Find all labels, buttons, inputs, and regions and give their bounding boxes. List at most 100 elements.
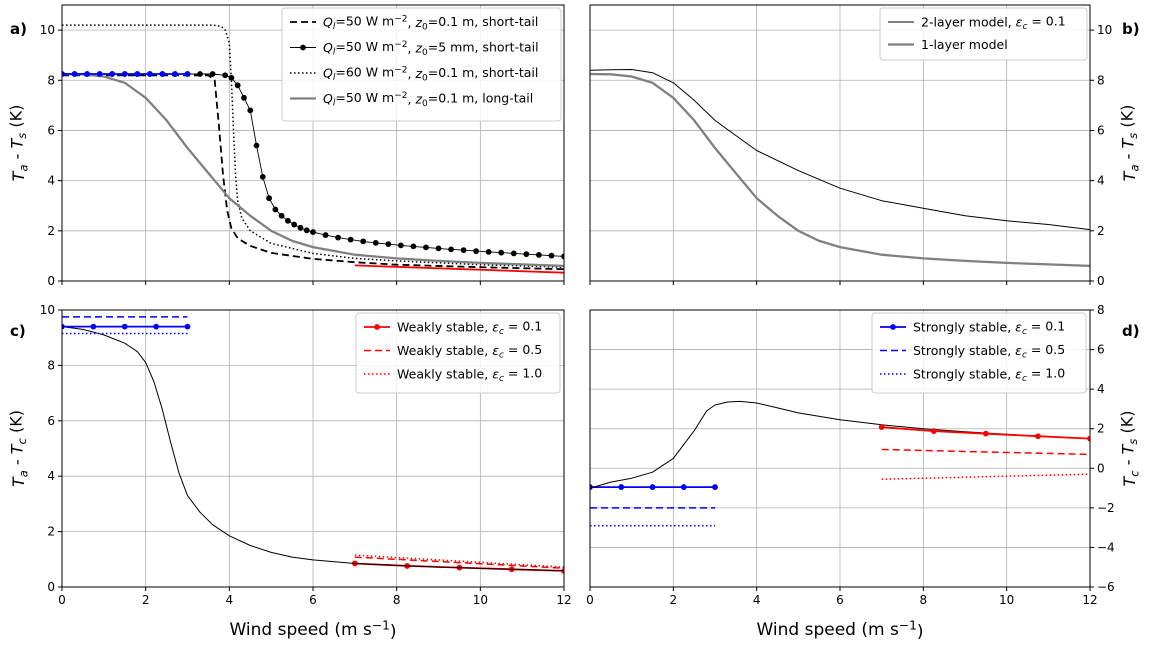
- y-tick-label: 6: [47, 414, 55, 428]
- data-point: [982, 430, 989, 437]
- data-point: [266, 195, 272, 202]
- series-line-6: [881, 473, 1090, 480]
- y-tick-label: 4: [47, 174, 55, 188]
- data-point: [259, 173, 266, 180]
- y-tick-label: 8: [1097, 303, 1105, 317]
- legend-marker: [374, 324, 380, 330]
- x-axis-label: Wind speed (m s−1​): [756, 618, 923, 642]
- legend: 2-layer model, εc​ = 0.1 1-layer model: [879, 7, 1088, 61]
- data-point: [930, 428, 937, 434]
- series-line-3: [62, 326, 564, 572]
- data-point: [548, 252, 555, 259]
- data-point: [712, 484, 718, 490]
- y-tick-label: 4: [1097, 382, 1105, 396]
- data-point: [285, 217, 291, 224]
- y-tick-label: 0: [47, 274, 55, 288]
- data-point: [523, 251, 530, 258]
- legend-marker: [300, 44, 306, 51]
- panel-b: 0 2 4 6 8 10 Ta​ - Ts​ (K) b) 2-layer model, εc​…: [589, 4, 1141, 288]
- x-tick-label: 8: [393, 593, 401, 607]
- data-point: [121, 71, 128, 77]
- legend-label: Ql​=60 W m−2​, z0​=0.1 m, short-tail: [323, 64, 538, 83]
- data-point: [618, 484, 625, 490]
- data-point: [485, 248, 492, 255]
- legend-box: [871, 312, 1087, 394]
- y-axis-label: Ta​ - Ts​ (K): [1117, 105, 1141, 182]
- y-tick-label: 10: [40, 23, 55, 37]
- y-axis-label: Ta​ - Tc​ (K): [6, 410, 30, 487]
- panel-label: a): [10, 20, 27, 38]
- data-point: [247, 107, 254, 114]
- data-point: [62, 71, 65, 77]
- series-line-5: [354, 264, 564, 274]
- legend: Strongly stable, εc​ = 0.1 Strongly stabl…: [871, 312, 1087, 394]
- series-group: [62, 316, 564, 574]
- data-point: [197, 71, 203, 77]
- series-line-1: [354, 556, 564, 569]
- y-tick-label: 10: [1097, 23, 1112, 37]
- data-point: [234, 82, 241, 89]
- y-axis-label: Ta​ - Ts​ (K): [6, 105, 30, 182]
- panel-a: 0 2 4 6 8 10 Ta​ - Ts​ (K) a) Ql​=50 W m−2​, z0​…: [6, 4, 565, 288]
- data-point: [84, 71, 90, 77]
- data-point: [253, 142, 260, 149]
- y-tick-label: 2: [47, 224, 55, 238]
- y-tick-label: 2: [1097, 422, 1105, 436]
- legend-label: Ql​=50 W m−2​, z0​=0.1 m, long-tail: [323, 90, 533, 109]
- data-point: [335, 234, 341, 241]
- y-tick-label: 8: [47, 358, 55, 372]
- legend-label: Weakly stable, εc​ = 0.5: [397, 342, 542, 361]
- data-point: [397, 242, 404, 249]
- series-group: [590, 69, 1090, 268]
- legend-label: Ql​=50 W m−2​, z0​=0.1 m, short-tail: [323, 13, 538, 32]
- series-line-5: [881, 448, 1090, 456]
- data-point: [241, 94, 247, 101]
- x-tick-label: 10: [473, 593, 488, 607]
- x-tick-label: 2: [670, 593, 678, 607]
- data-point: [153, 323, 160, 330]
- legend-label: Ql​=50 W m−2​, z0​=5 mm, short-tail: [323, 39, 539, 58]
- y-tick-label: 2: [47, 525, 55, 539]
- data-point: [423, 244, 429, 251]
- y-tick-label: −2: [1097, 501, 1115, 515]
- series-line-2: [62, 24, 564, 268]
- legend-label: Strongly stable, εc​ = 1.0: [913, 365, 1065, 384]
- data-point: [510, 250, 517, 257]
- data-point: [134, 71, 141, 77]
- legend-label: Strongly stable, εc​ = 0.5: [913, 342, 1065, 361]
- data-point: [159, 71, 166, 77]
- legend-label: Weakly stable, εc​ = 1.0: [397, 365, 542, 384]
- data-point: [297, 224, 304, 231]
- y-tick-label: 10: [40, 303, 55, 317]
- data-point: [121, 323, 128, 330]
- data-point: [536, 252, 542, 258]
- x-tick-label: 12: [556, 593, 571, 607]
- data-point: [96, 71, 103, 77]
- x-tick-label: 10: [999, 593, 1014, 607]
- series-line-3: [62, 72, 564, 268]
- data-point: [172, 71, 178, 77]
- legend-label: Weakly stable, εc​ = 0.1: [397, 318, 542, 337]
- data-point: [310, 229, 316, 235]
- x-tick-label: 0: [58, 593, 66, 607]
- data-point: [347, 236, 354, 243]
- series-line-0: [62, 74, 564, 271]
- data-point: [62, 323, 65, 330]
- y-tick-label: 0: [1097, 461, 1105, 475]
- data-point: [590, 484, 593, 490]
- data-point: [109, 71, 116, 77]
- data-point: [272, 206, 279, 213]
- data-point: [435, 245, 442, 252]
- series-line-3: [590, 400, 1090, 489]
- x-tick-label: 0: [586, 593, 594, 607]
- y-tick-label: 0: [1097, 274, 1105, 288]
- y-tick-label: 4: [47, 469, 55, 483]
- data-point: [372, 239, 379, 246]
- y-tick-label: 6: [1097, 343, 1105, 357]
- x-tick-label: 2: [142, 593, 150, 607]
- y-tick-label: 8: [1097, 73, 1105, 87]
- data-point: [385, 241, 392, 248]
- series-line-2: [354, 554, 564, 568]
- data-point: [498, 249, 505, 256]
- data-point: [878, 424, 885, 431]
